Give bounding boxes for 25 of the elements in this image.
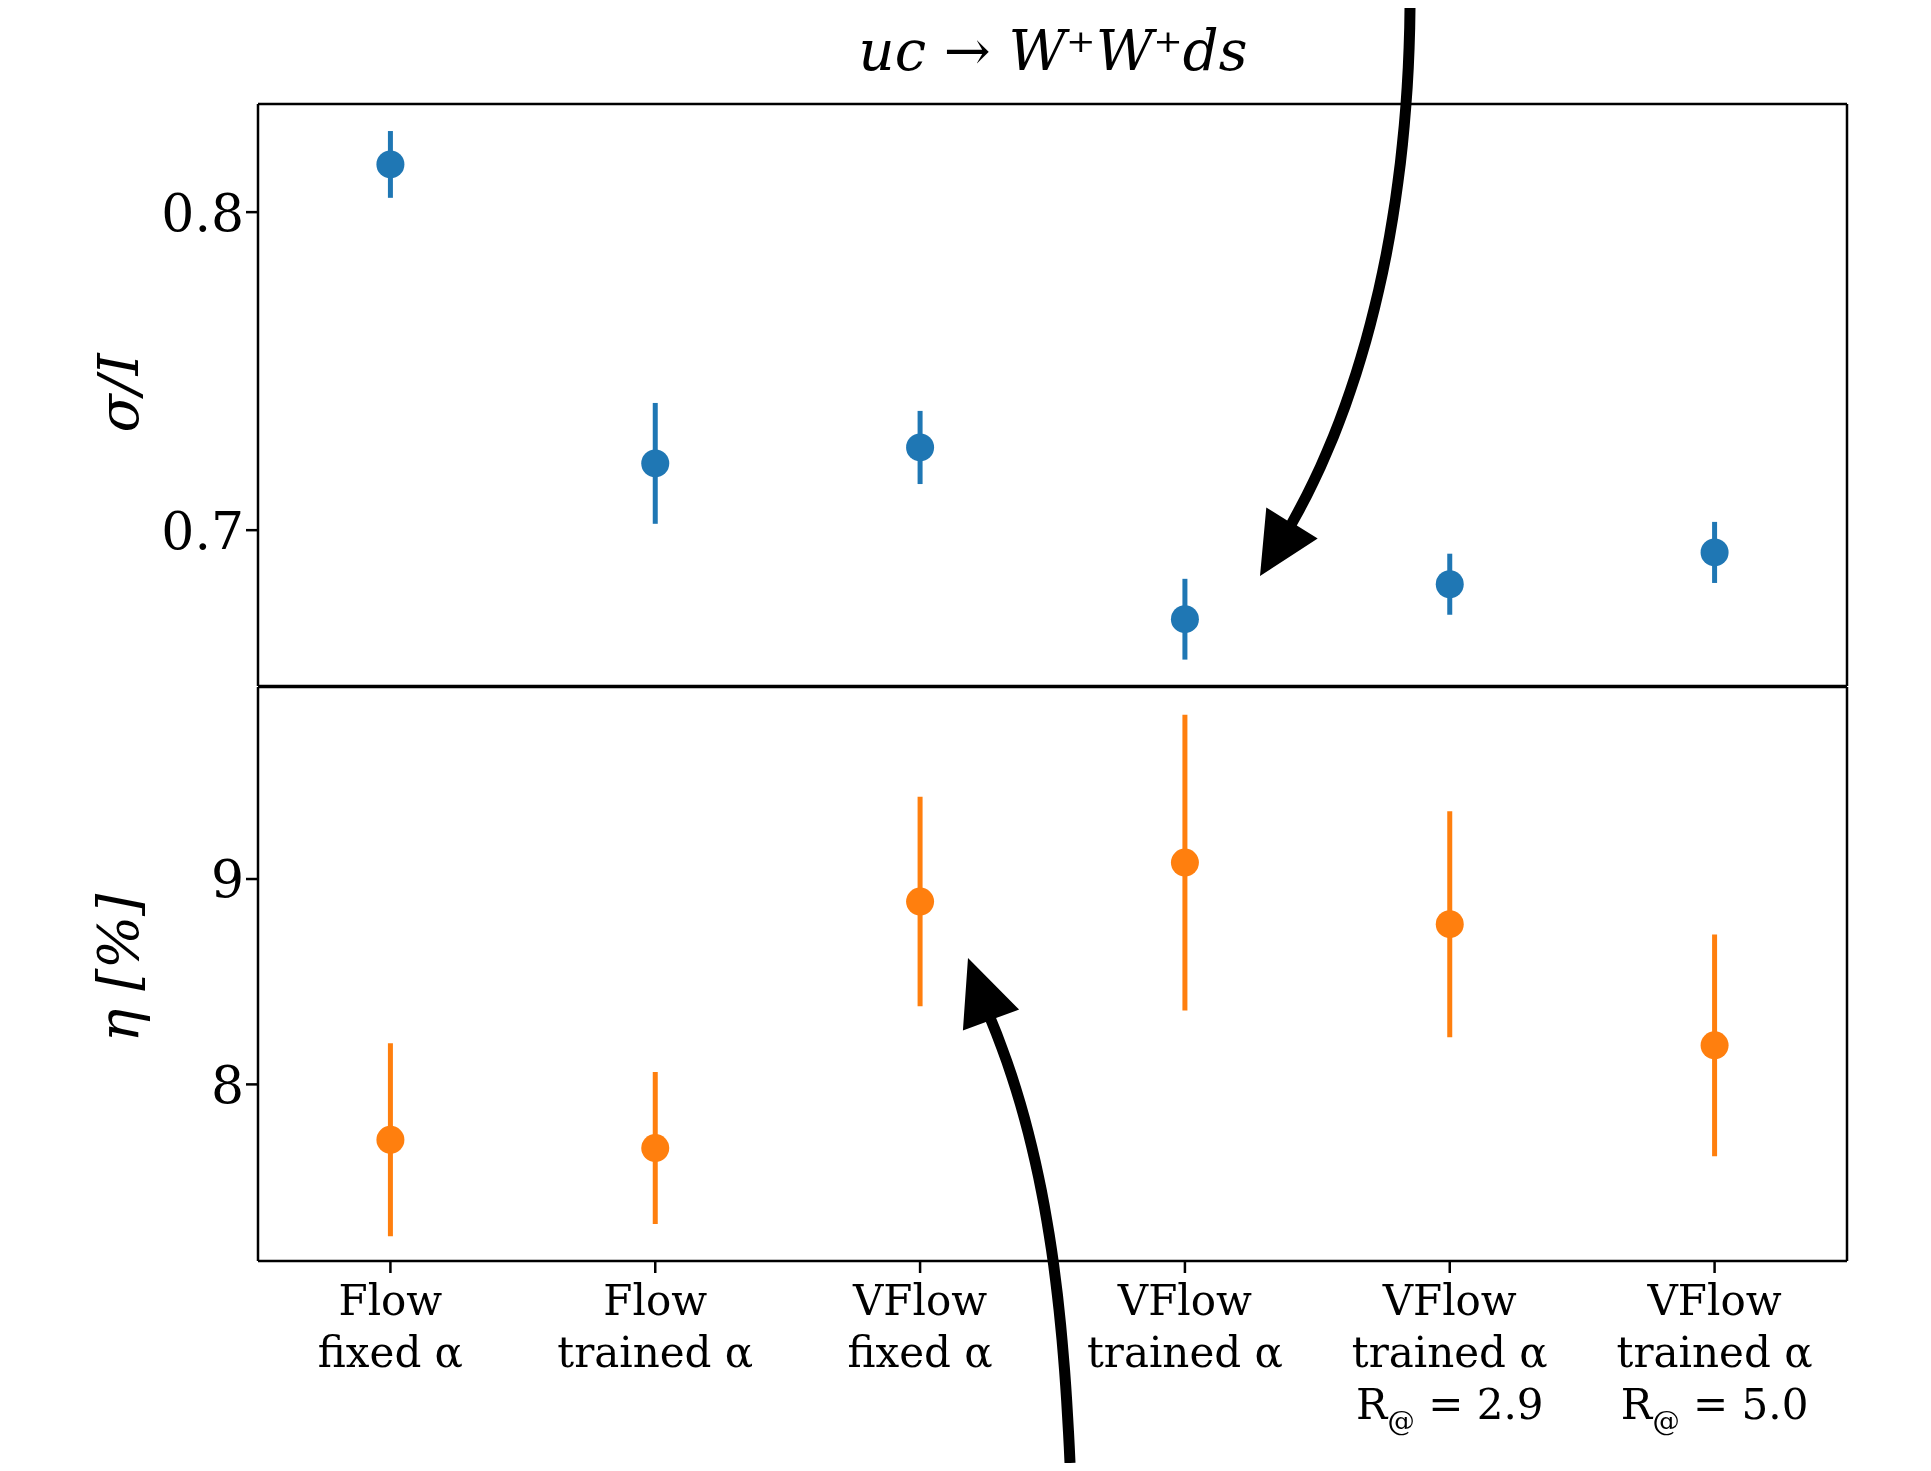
point	[1435, 570, 1464, 599]
point	[641, 449, 670, 478]
point	[1170, 605, 1199, 634]
point	[641, 1134, 670, 1163]
y-tick-label: 9	[210, 849, 244, 910]
x-tick-label: VFlow trained α R$_{@}$ = 2.9	[1351, 1276, 1548, 1436]
y-axis-title: σ/I	[85, 353, 151, 433]
point	[1700, 538, 1729, 567]
y-axis-title: η [%]	[85, 893, 151, 1043]
point	[376, 1125, 405, 1154]
y-tick-label: 8	[210, 1054, 244, 1115]
y-tick-label: 0.7	[161, 500, 244, 561]
x-tick-label: VFlow fixed α	[847, 1276, 993, 1377]
point	[376, 150, 405, 179]
point	[1700, 1031, 1729, 1060]
point	[906, 887, 935, 916]
x-tick-label: Flow fixed α	[317, 1276, 463, 1377]
y-tick-label: 0.8	[161, 182, 244, 243]
point	[1435, 910, 1464, 939]
x-tick-label: Flow trained α	[557, 1276, 754, 1377]
point	[1170, 848, 1199, 877]
x-tick-label: VFlow trained α R$_{@}$ = 5.0	[1616, 1276, 1813, 1436]
chart-title: uc → W⁺W⁺ds	[858, 18, 1248, 83]
x-tick-label: VFlow trained α	[1086, 1276, 1283, 1377]
point	[906, 433, 935, 462]
